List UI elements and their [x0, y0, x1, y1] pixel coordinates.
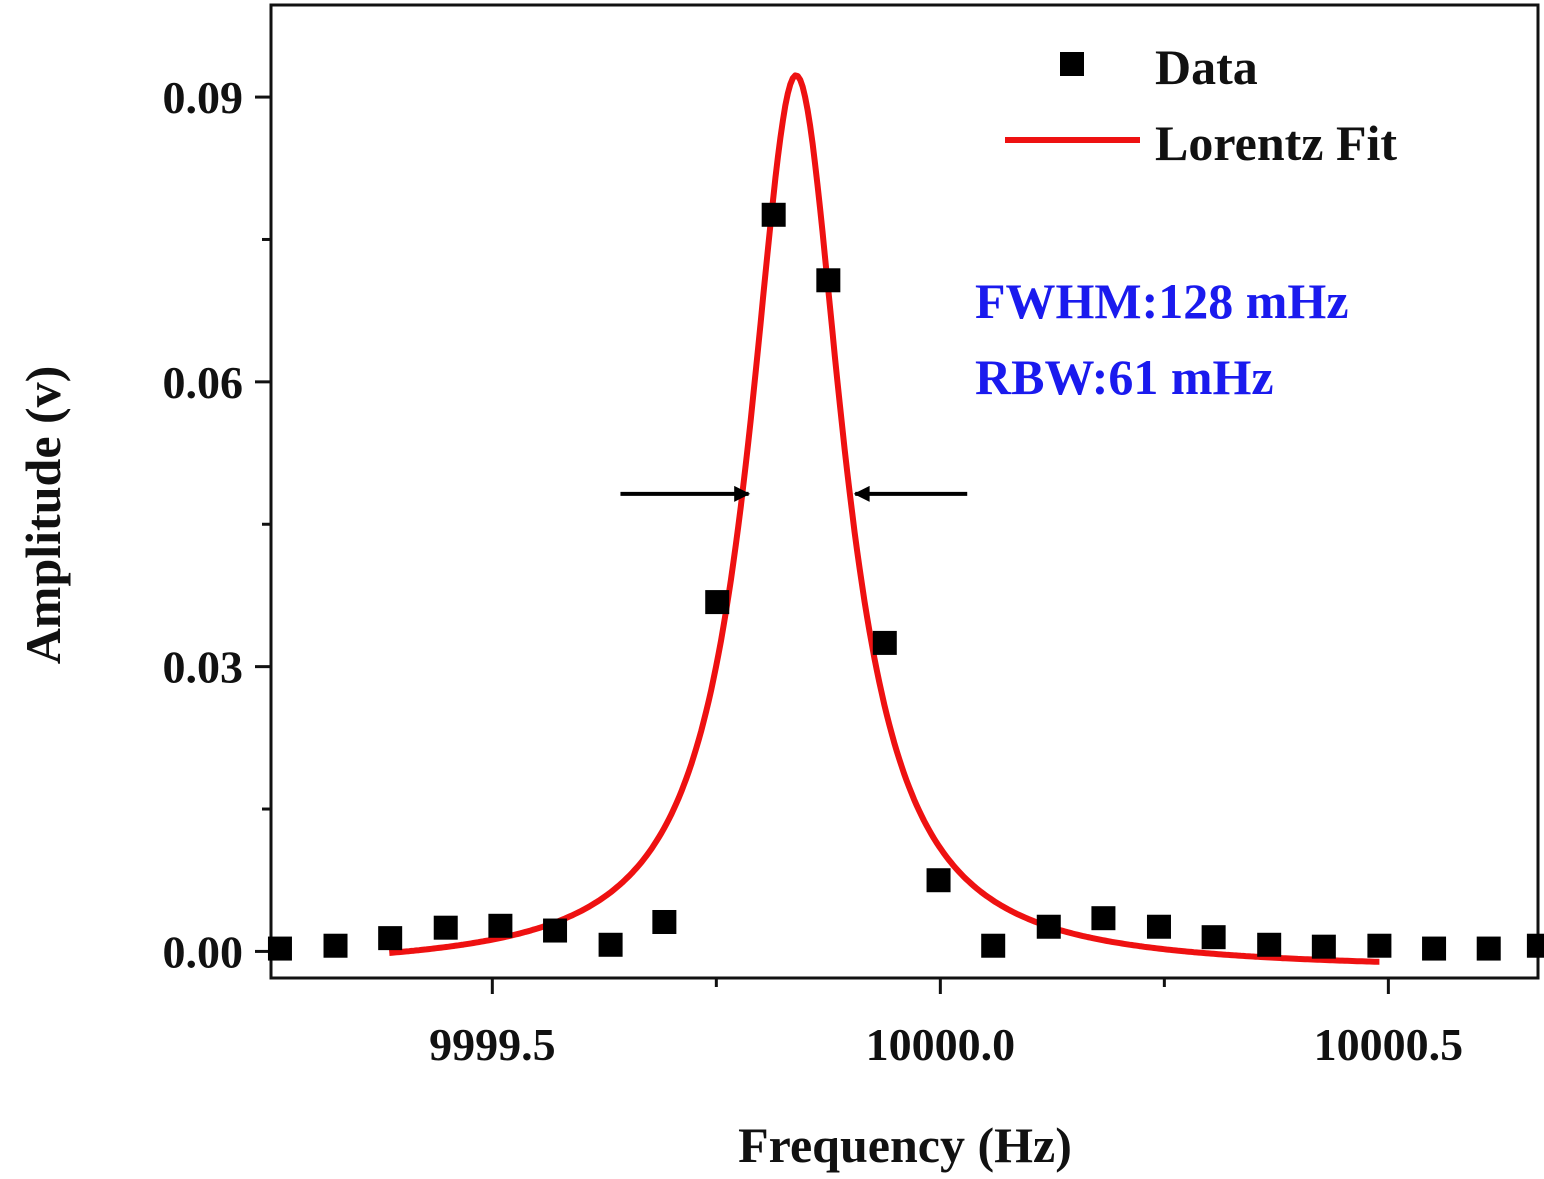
x-tick-label: 10000.0 — [866, 1019, 1016, 1070]
data-point — [543, 918, 568, 943]
y-tick-label: 0.03 — [163, 642, 244, 693]
data-point — [872, 630, 897, 655]
data-point — [652, 909, 677, 934]
y-tick-label: 0.00 — [163, 926, 244, 977]
data-point — [433, 915, 458, 940]
data-point — [1257, 932, 1282, 957]
data-point — [1526, 933, 1544, 958]
legend: Data Lorentz Fit — [1005, 39, 1397, 171]
legend-fit-label: Lorentz Fit — [1155, 115, 1397, 171]
data-point — [1367, 933, 1392, 958]
data-point — [1311, 934, 1336, 959]
data-point — [1146, 914, 1171, 939]
data-point — [267, 936, 292, 961]
data-point — [1036, 914, 1061, 939]
y-tick-label: 0.09 — [163, 72, 244, 123]
data-point — [598, 932, 623, 957]
data-point — [981, 933, 1006, 958]
data-point — [1201, 925, 1226, 950]
data-point — [1091, 906, 1116, 931]
data-point — [323, 933, 348, 958]
lorentz-fit-line — [388, 72, 1380, 965]
x-tick-label: 9999.5 — [429, 1019, 556, 1070]
legend-data-marker — [1060, 52, 1084, 76]
fwhm-annotation: FWHM:128 mHz — [975, 273, 1349, 329]
plot-frame — [269, 3, 1540, 980]
y-axis-label: Amplitude (v) — [15, 366, 71, 665]
data-point — [816, 268, 841, 293]
legend-data-label: Data — [1155, 39, 1258, 95]
x-axis-label: Frequency (Hz) — [738, 1117, 1072, 1173]
data-point — [378, 926, 403, 951]
data-point — [488, 913, 513, 938]
data-point — [926, 868, 951, 893]
data-point — [1422, 936, 1447, 961]
data-point — [1476, 936, 1501, 961]
x-tick-label: 10000.5 — [1314, 1019, 1464, 1070]
y-tick-label: 0.06 — [163, 357, 244, 408]
rbw-annotation: RBW:61 mHz — [975, 349, 1274, 405]
data-point — [705, 590, 730, 615]
data-point — [761, 202, 786, 227]
